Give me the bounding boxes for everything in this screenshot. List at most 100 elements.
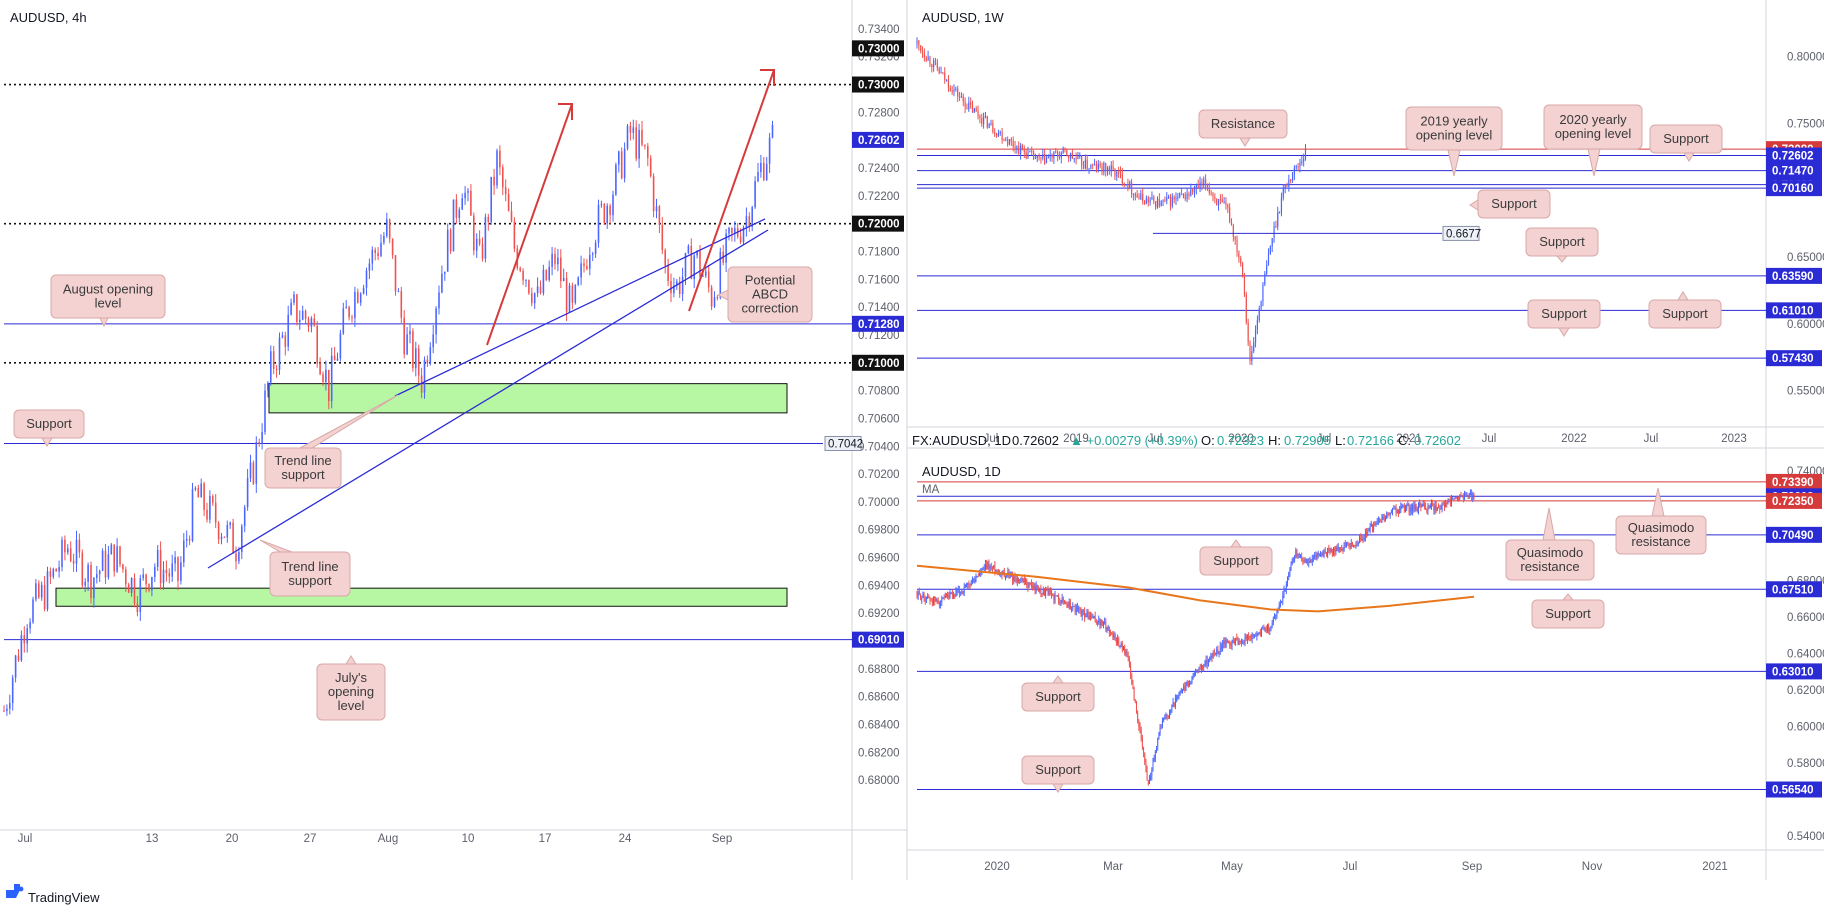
- w1-candle: [1184, 194, 1186, 200]
- h4-candle: [377, 252, 379, 257]
- w1-candle: [995, 133, 998, 136]
- d1-candle: [1316, 555, 1318, 558]
- d1-candle: [1435, 505, 1437, 511]
- d1-candle: [1146, 769, 1148, 781]
- w1-candle: [1284, 184, 1286, 189]
- d1-candle: [1264, 628, 1266, 630]
- w1-candle: [1106, 167, 1109, 172]
- d1-candle: [1153, 758, 1155, 761]
- h4-candle: [40, 584, 43, 598]
- h4-y-tick: 0.68000: [858, 775, 900, 787]
- w1-candle: [1038, 155, 1040, 158]
- d1-candle: [1033, 585, 1035, 588]
- d1-callout-qm-1-text: Quasimodo resistance: [1517, 545, 1583, 574]
- d1-candle: [1265, 628, 1267, 631]
- w1-candle: [1201, 182, 1203, 185]
- h4-candle: [293, 294, 295, 303]
- d1-candle: [1347, 542, 1349, 544]
- d1-candle: [1120, 643, 1122, 647]
- d1-candle: [1393, 508, 1395, 510]
- w1-x-tick: 2021: [1396, 433, 1422, 445]
- d1-x-tick: May: [1221, 861, 1243, 873]
- h4-candle: [232, 522, 234, 554]
- w1-candle: [994, 131, 996, 134]
- d1-candle: [1440, 508, 1442, 510]
- w1-candle: [1238, 252, 1240, 258]
- d1-candle: [1136, 702, 1137, 713]
- h4-candle: [667, 265, 669, 282]
- d1-candle: [1236, 638, 1238, 640]
- h4-candle: [632, 127, 635, 133]
- d1-candle: [1075, 606, 1077, 613]
- d1-price-tag: [1766, 473, 1822, 490]
- h4-candle: [719, 251, 722, 298]
- h4-callout-trend-2: Trend line support: [259, 539, 351, 597]
- d1-callout-support-d-text: Support: [1035, 762, 1081, 777]
- d1-candle: [1267, 624, 1268, 631]
- d1-candle: [1021, 577, 1023, 582]
- w1-candle: [929, 56, 931, 65]
- w1-callout-support-d-text: Support: [1541, 306, 1587, 321]
- w1-candle: [1114, 169, 1116, 177]
- h4-candle: [391, 238, 394, 256]
- d1-candle: [1257, 633, 1259, 635]
- h4-price-tag-label: 0.72602: [858, 135, 900, 147]
- w1-candle: [947, 79, 950, 89]
- w1-callout-support-e-box: [1648, 299, 1722, 329]
- d1-candle: [982, 569, 984, 571]
- w1-candle: [1105, 162, 1107, 172]
- w1-candle: [1217, 199, 1220, 206]
- w1-candle: [983, 116, 985, 124]
- d1-candle: [1340, 548, 1342, 550]
- d1-candle: [1117, 639, 1119, 643]
- w1-candle: [1140, 193, 1142, 200]
- w1-candle: [1023, 150, 1025, 153]
- h4-candle: [623, 148, 626, 179]
- d1-candle: [968, 582, 970, 584]
- d1-candle: [974, 579, 976, 583]
- h4-candle: [531, 293, 533, 304]
- d1-candle: [1252, 634, 1254, 637]
- w1-callout-support-b-box: [1477, 189, 1551, 219]
- h4-candle: [533, 293, 536, 304]
- d1-price-tag-label: 0.73390: [1772, 477, 1814, 489]
- h4-candle: [626, 125, 629, 149]
- h4-x-tick: 17: [539, 833, 552, 845]
- d1-candle: [1208, 659, 1209, 665]
- h4-candle: [328, 369, 330, 402]
- d1-candle: [1005, 575, 1006, 577]
- w1-candle: [1103, 162, 1105, 172]
- h4-candle: [354, 291, 356, 318]
- h4-candle: [122, 564, 124, 570]
- d1-candle: [1338, 547, 1340, 549]
- h4-candle: [528, 280, 530, 294]
- h4-x-tick: 24: [619, 833, 632, 845]
- w1-candle: [1121, 173, 1123, 184]
- h4-chart: 0.734000.732000.730000.728000.724000.722…: [3, 24, 904, 845]
- d1-candle: [1246, 635, 1248, 640]
- w1-callout-resistance-text: Resistance: [1211, 116, 1275, 131]
- tradingview-logo[interactable]: TradingView: [6, 884, 100, 905]
- w1-candle: [1066, 149, 1068, 156]
- d1-candle: [1056, 595, 1058, 597]
- h4-callout-august-pointer: [99, 317, 109, 328]
- w1-candle: [1031, 150, 1033, 152]
- d1-candle: [1403, 505, 1405, 511]
- w1-short-level-label: 0.6677: [1446, 228, 1481, 240]
- d1-candle: [1259, 632, 1261, 635]
- h4-candle: [304, 310, 307, 319]
- d1-candle: [979, 573, 980, 577]
- d1-candle: [1263, 628, 1265, 630]
- d1-candle: [956, 589, 958, 592]
- d1-candle: [1124, 646, 1126, 654]
- d1-candle: [1180, 690, 1182, 692]
- h4-candle: [441, 273, 443, 293]
- d1-candle: [1043, 588, 1045, 596]
- d1-candle: [1156, 746, 1157, 752]
- h4-candle: [55, 569, 57, 572]
- h4-candle: [64, 539, 66, 553]
- d1-candle: [1396, 510, 1398, 513]
- d1-candle: [1197, 670, 1199, 673]
- d1-candle: [975, 576, 977, 580]
